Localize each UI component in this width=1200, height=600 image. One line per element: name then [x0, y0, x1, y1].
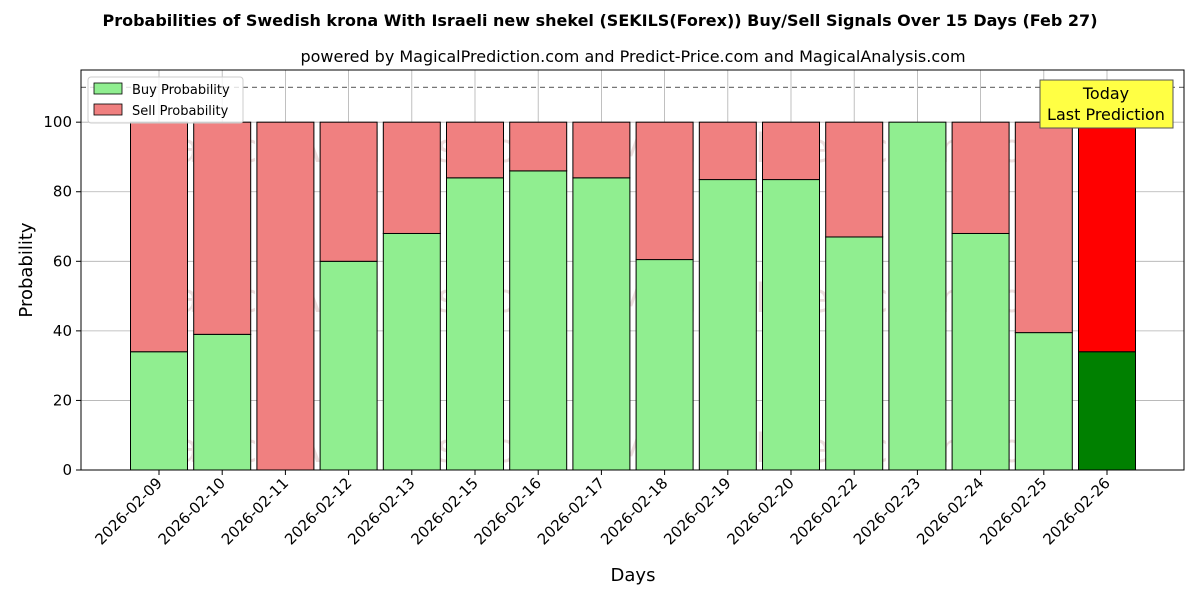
y-tick-label: 60: [53, 252, 72, 270]
buy-bar: [446, 177, 504, 471]
legend: Buy Probability Sell Probability: [87, 76, 244, 124]
legend-buy-label: Buy Probability: [132, 83, 230, 98]
sell-bar: [382, 121, 441, 234]
buy-bar: [130, 351, 188, 471]
legend-buy-swatch: [93, 82, 123, 95]
x-tick-label: 2026-02-25: [976, 474, 1050, 548]
buy-bar: [193, 333, 252, 471]
sell-bar: [319, 121, 378, 262]
buy-bar: [509, 170, 568, 471]
legend-sell-label: Sell Probability: [132, 104, 229, 119]
x-axis-ticks: 2026-02-092026-02-102026-02-112026-02-12…: [91, 470, 1114, 548]
sell-bar: [193, 121, 252, 335]
x-axis-label: Days: [611, 565, 656, 586]
sell-bar: [130, 121, 188, 353]
sell-bar: [446, 121, 504, 179]
buy-bar: [382, 232, 441, 471]
chart-subtitle: powered by MagicalPrediction.com and Pre…: [300, 47, 965, 66]
sell-bar: [509, 121, 568, 172]
sell-bar: [825, 121, 884, 238]
y-tick-label: 20: [53, 391, 72, 409]
x-tick-label: 2026-02-18: [597, 474, 671, 548]
buy-bar: [951, 232, 1010, 471]
y-tick-label: 80: [53, 183, 72, 201]
sell-bar: [1014, 121, 1073, 334]
buy-bar: [825, 236, 884, 471]
y-axis-label: Probability: [16, 222, 37, 317]
x-tick-label: 2026-02-11: [218, 474, 292, 548]
legend-box: [87, 76, 244, 124]
buy-bar: [888, 121, 947, 471]
x-tick-label: 2026-02-16: [471, 474, 545, 548]
bars: [130, 121, 1136, 471]
buy-bar: [319, 260, 378, 471]
x-tick-label: 2026-02-22: [787, 474, 861, 548]
x-tick-label: 2026-02-20: [723, 474, 797, 548]
legend-sell-swatch: [93, 103, 123, 116]
y-tick-label: 0: [62, 461, 72, 479]
today-box: [1039, 79, 1174, 129]
x-tick-label: 2026-02-19: [660, 474, 734, 548]
today-annotation: Today Last Prediction: [1039, 79, 1174, 129]
x-tick-label: 2026-02-13: [344, 474, 418, 548]
chart-title: Probabilities of Swedish krona With Isra…: [102, 11, 1097, 30]
y-tick-label: 40: [53, 322, 72, 340]
x-tick-label: 2026-02-09: [91, 474, 165, 548]
buy-bar: [635, 259, 694, 471]
last-prediction-label: Last Prediction: [1047, 105, 1165, 124]
sell-bar: [762, 121, 820, 181]
plot-frame: [80, 69, 1185, 471]
sell-bar: [572, 121, 631, 179]
x-tick-label: 2026-02-26: [1039, 474, 1113, 548]
sell-bar: [256, 121, 315, 471]
y-axis-ticks: 0 20 40 60 80 100: [43, 113, 81, 479]
x-tick-label: 2026-02-15: [407, 474, 481, 548]
buy-bar: [762, 179, 820, 471]
x-tick-label: 2026-02-24: [913, 474, 987, 548]
sell-bar: [1078, 121, 1136, 353]
buy-bar: [1078, 351, 1136, 471]
y-tick-label: 100: [43, 113, 72, 131]
today-label: Today: [1082, 84, 1129, 103]
buy-bar: [698, 179, 757, 471]
sell-bar: [951, 121, 1010, 234]
x-tick-label: 2026-02-12: [281, 474, 355, 548]
buy-bar: [572, 177, 631, 471]
sell-bar: [635, 121, 694, 261]
x-tick-label: 2026-02-17: [534, 474, 608, 548]
sell-bar: [698, 121, 757, 181]
x-tick-label: 2026-02-23: [850, 474, 924, 548]
buy-bar: [1014, 332, 1073, 471]
x-tick-label: 2026-02-10: [155, 474, 229, 548]
